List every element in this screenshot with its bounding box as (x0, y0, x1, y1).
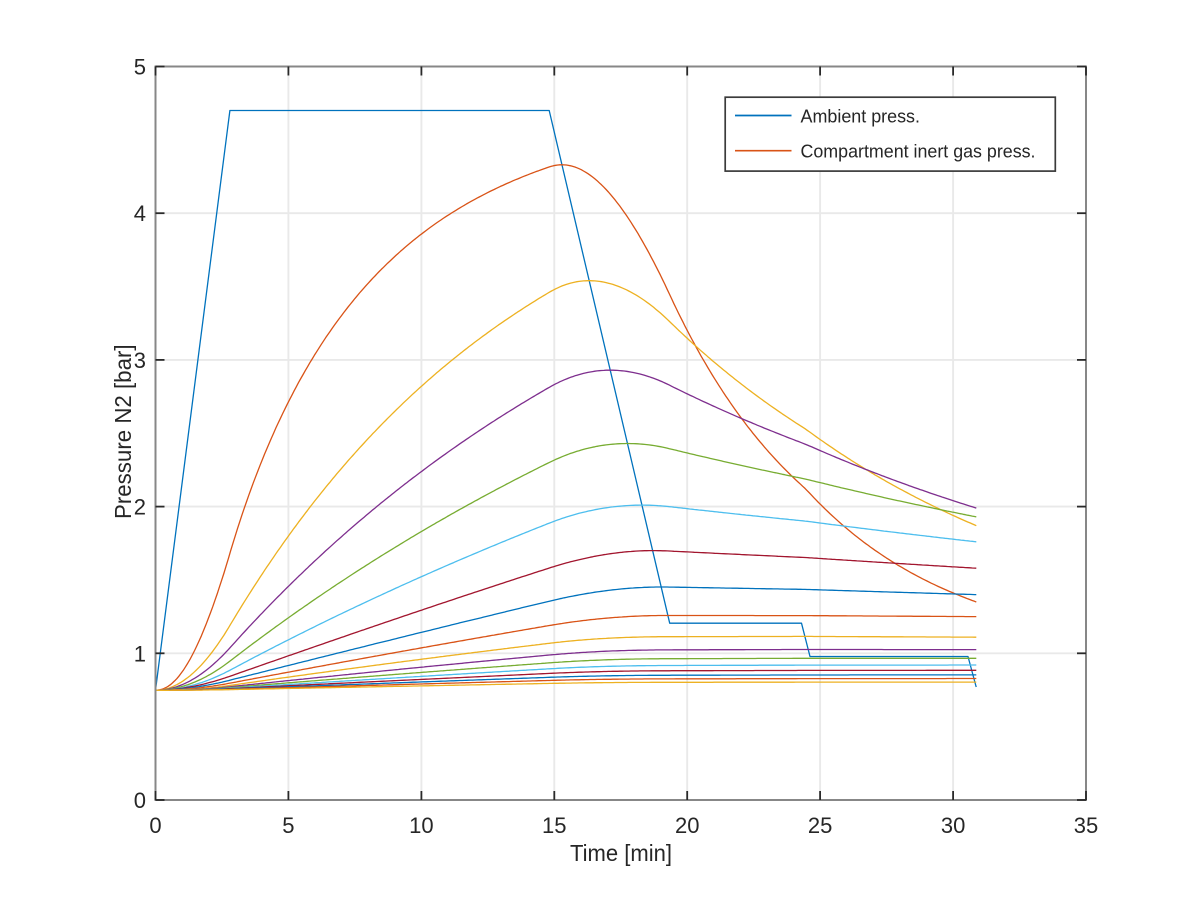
svg-text:1: 1 (134, 641, 146, 666)
svg-text:3: 3 (134, 348, 146, 373)
svg-text:5: 5 (134, 55, 146, 80)
svg-text:Pressure N2 [bar]: Pressure N2 [bar] (110, 344, 136, 519)
svg-text:5: 5 (282, 813, 294, 838)
svg-text:25: 25 (808, 813, 832, 838)
svg-text:0: 0 (149, 813, 161, 838)
svg-text:4: 4 (134, 201, 146, 226)
svg-text:10: 10 (409, 813, 433, 838)
svg-text:0: 0 (134, 788, 146, 813)
svg-text:Ambient press.: Ambient press. (801, 105, 921, 126)
svg-text:2: 2 (134, 495, 146, 520)
svg-text:35: 35 (1074, 813, 1098, 838)
svg-text:20: 20 (675, 813, 699, 838)
svg-text:15: 15 (542, 813, 566, 838)
svg-text:Compartment inert gas press.: Compartment inert gas press. (801, 141, 1036, 162)
svg-text:30: 30 (941, 813, 965, 838)
svg-text:Time [min]: Time [min] (570, 840, 672, 866)
